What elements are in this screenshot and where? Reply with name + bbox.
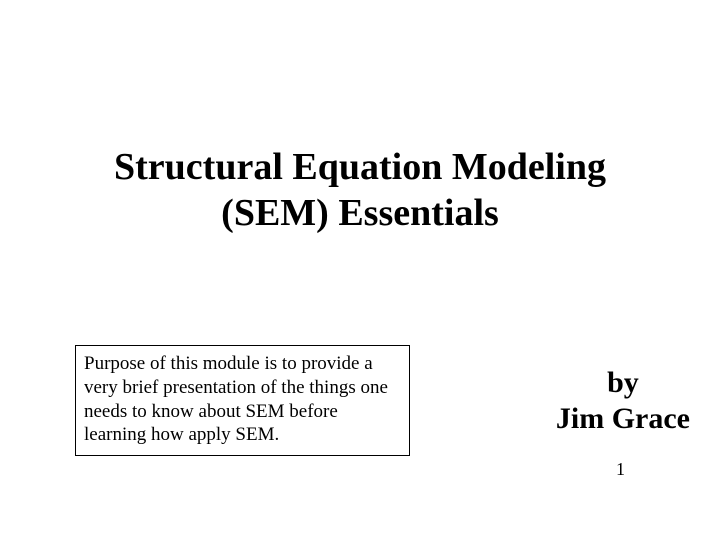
purpose-text: Purpose of this module is to provide a v…	[84, 352, 401, 447]
purpose-box: Purpose of this module is to provide a v…	[75, 345, 410, 456]
title-line-2: (SEM) Essentials	[0, 191, 720, 237]
page-number: 1	[616, 459, 625, 480]
author-name: Jim Grace	[556, 401, 690, 437]
author-by-label: by	[556, 365, 690, 401]
title-block: Structural Equation Modeling (SEM) Essen…	[0, 145, 720, 236]
author-block: by Jim Grace	[556, 365, 690, 437]
title-line-1: Structural Equation Modeling	[0, 145, 720, 191]
